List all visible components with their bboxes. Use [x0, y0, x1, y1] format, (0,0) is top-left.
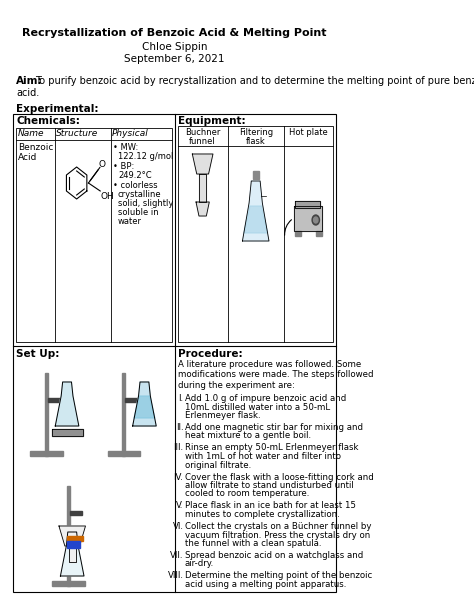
- Polygon shape: [30, 451, 63, 456]
- Text: V.: V.: [176, 501, 183, 511]
- Text: • BP:: • BP:: [113, 162, 134, 171]
- Text: Set Up:: Set Up:: [16, 349, 60, 359]
- Polygon shape: [133, 382, 156, 426]
- Polygon shape: [122, 373, 125, 456]
- Text: Structure: Structure: [56, 129, 98, 138]
- Text: 122.12 g/mol: 122.12 g/mol: [118, 152, 173, 161]
- Text: Hot plate: Hot plate: [289, 128, 328, 137]
- Polygon shape: [134, 396, 155, 418]
- Bar: [13, 114, 336, 592]
- Polygon shape: [295, 201, 320, 208]
- Text: solid, slightly: solid, slightly: [118, 199, 173, 208]
- Text: VIII.: VIII.: [167, 571, 183, 581]
- Text: III.: III.: [173, 443, 183, 452]
- Polygon shape: [52, 581, 85, 586]
- Polygon shape: [55, 382, 79, 426]
- Polygon shape: [48, 398, 61, 402]
- Polygon shape: [67, 536, 83, 541]
- Text: with 1mL of hot water and filter into: with 1mL of hot water and filter into: [185, 452, 341, 461]
- Text: allow filtrate to stand undisturbed until: allow filtrate to stand undisturbed unti…: [185, 481, 354, 490]
- Polygon shape: [244, 206, 267, 233]
- Text: Place flask in an ice bath for at least 15: Place flask in an ice bath for at least …: [185, 501, 356, 511]
- Text: VI.: VI.: [173, 522, 183, 531]
- Text: Physical: Physical: [112, 129, 149, 138]
- Text: O: O: [99, 160, 106, 169]
- Text: Cover the flask with a loose-fitting cork and: Cover the flask with a loose-fitting cor…: [185, 473, 374, 481]
- Polygon shape: [199, 174, 206, 202]
- Text: funnel: funnel: [189, 137, 216, 146]
- Text: flask: flask: [246, 137, 265, 146]
- Text: Name: Name: [18, 129, 44, 138]
- Text: Determine the melting point of the benzoic: Determine the melting point of the benzo…: [185, 571, 372, 581]
- Text: the funnel with a clean spatula.: the funnel with a clean spatula.: [185, 539, 321, 548]
- Polygon shape: [67, 486, 70, 586]
- Text: Spread benzoic acid on a watchglass and: Spread benzoic acid on a watchglass and: [185, 551, 363, 560]
- Text: original filtrate.: original filtrate.: [185, 460, 251, 470]
- Text: Collect the crystals on a Büchner funnel by: Collect the crystals on a Büchner funnel…: [185, 522, 372, 531]
- Text: water: water: [118, 217, 142, 226]
- Circle shape: [312, 215, 319, 225]
- Text: Benzoic: Benzoic: [18, 143, 53, 152]
- Text: cooled to room temperature.: cooled to room temperature.: [185, 490, 310, 498]
- Polygon shape: [67, 541, 80, 548]
- Text: A literature procedure was followed. Some
modifications were made. The steps fol: A literature procedure was followed. Som…: [178, 360, 373, 390]
- Text: vacuum filtration. Press the crystals dry on: vacuum filtration. Press the crystals dr…: [185, 530, 370, 539]
- Text: Filtering: Filtering: [238, 128, 273, 137]
- Text: OH: OH: [100, 192, 114, 201]
- Text: II.: II.: [176, 423, 183, 432]
- Polygon shape: [192, 154, 213, 174]
- Polygon shape: [253, 171, 259, 179]
- Text: crystalline: crystalline: [118, 190, 162, 199]
- Text: 249.2°C: 249.2°C: [118, 171, 152, 180]
- Text: To purify benzoic acid by recrystallization and to determine the melting point o: To purify benzoic acid by recrystallizat…: [35, 76, 474, 86]
- Text: Buchner: Buchner: [185, 128, 220, 137]
- Circle shape: [314, 217, 318, 223]
- Text: heat mixture to a gentle boil.: heat mixture to a gentle boil.: [185, 432, 311, 441]
- Text: acid using a melting point apparatus.: acid using a melting point apparatus.: [185, 580, 346, 589]
- Polygon shape: [242, 181, 269, 241]
- Polygon shape: [52, 429, 83, 436]
- Text: Add 1.0 g of impure benzoic acid and: Add 1.0 g of impure benzoic acid and: [185, 394, 346, 403]
- Text: Chloe Sippin: Chloe Sippin: [142, 42, 208, 52]
- Polygon shape: [108, 451, 140, 456]
- Polygon shape: [316, 231, 322, 236]
- Polygon shape: [70, 511, 82, 515]
- Bar: [16, 128, 172, 342]
- Text: acid.: acid.: [16, 88, 39, 98]
- Text: September 6, 2021: September 6, 2021: [124, 54, 225, 64]
- Text: Procedure:: Procedure:: [178, 349, 242, 359]
- Polygon shape: [125, 398, 138, 402]
- Text: IV.: IV.: [173, 473, 183, 481]
- Bar: [178, 126, 333, 342]
- Text: soluble in: soluble in: [118, 208, 158, 217]
- Text: Add one magnetic stir bar for mixing and: Add one magnetic stir bar for mixing and: [185, 423, 363, 432]
- Polygon shape: [69, 546, 76, 562]
- Text: Equipment:: Equipment:: [178, 116, 245, 126]
- Text: air-dry.: air-dry.: [185, 560, 214, 568]
- Text: Rinse an empty 50-mL Erlenmeyer flask: Rinse an empty 50-mL Erlenmeyer flask: [185, 443, 358, 452]
- Polygon shape: [59, 526, 85, 546]
- Text: 10mL distilled water into a 50-mL: 10mL distilled water into a 50-mL: [185, 403, 330, 411]
- Text: minutes to complete crystallization.: minutes to complete crystallization.: [185, 510, 340, 519]
- Polygon shape: [45, 373, 48, 456]
- Polygon shape: [294, 206, 322, 231]
- Text: VII.: VII.: [170, 551, 183, 560]
- Text: Aim:: Aim:: [16, 76, 43, 86]
- Text: Experimental:: Experimental:: [16, 104, 99, 114]
- Text: Erlenmeyer flask.: Erlenmeyer flask.: [185, 411, 261, 420]
- Polygon shape: [60, 532, 84, 576]
- Text: I.: I.: [178, 394, 183, 403]
- Polygon shape: [295, 231, 301, 236]
- Text: • colorless: • colorless: [113, 181, 157, 190]
- Text: Acid: Acid: [18, 153, 37, 162]
- Text: Chemicals:: Chemicals:: [16, 116, 80, 126]
- Text: • MW:: • MW:: [113, 143, 138, 152]
- Polygon shape: [196, 202, 210, 216]
- Text: Recrystallization of Benzoic Acid & Melting Point: Recrystallization of Benzoic Acid & Melt…: [22, 28, 327, 38]
